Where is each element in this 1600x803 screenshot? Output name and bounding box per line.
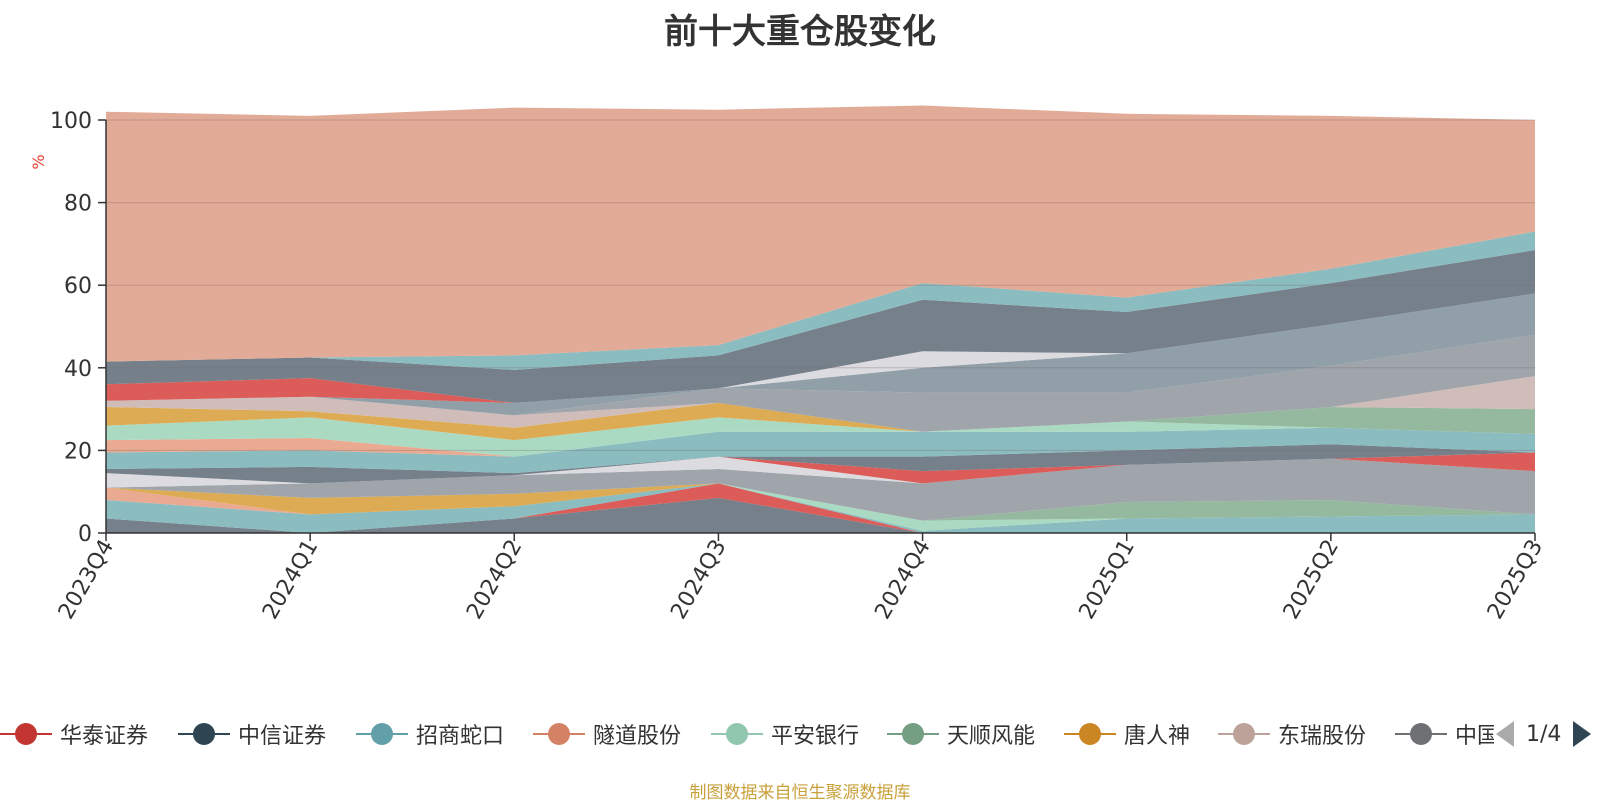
area-s-top-5 <box>106 293 1535 403</box>
pager-next-icon[interactable] <box>1571 719 1593 749</box>
y-tick-labels: 0 20 40 60 80 100 <box>50 109 106 547</box>
legend-label: 东瑞股份 <box>1278 724 1367 749</box>
legend-item[interactable]: 唐人神 <box>1064 714 1190 754</box>
legend-label: 平安银行 <box>771 724 860 749</box>
x-tick-label: 2024Q1 <box>258 536 323 624</box>
axes <box>105 120 1535 534</box>
legend-marker-icon <box>178 723 230 745</box>
y-tick-label: 0 <box>78 522 92 547</box>
legend-marker-icon <box>1064 723 1116 745</box>
x-tick-label: 2023Q4 <box>54 536 119 624</box>
area-s-bottom-2 <box>106 483 1535 533</box>
pager-prev-icon[interactable] <box>1494 719 1516 749</box>
y-tick-label: 40 <box>64 357 92 382</box>
y-tick-label: 60 <box>64 274 92 299</box>
y-axis-label: % <box>29 154 48 169</box>
legend-label: 中国 <box>1455 724 1500 749</box>
pager-text: 1/4 <box>1526 721 1562 747</box>
area-s-mid-10 <box>106 402 1535 441</box>
area-s-mid-5 <box>106 444 1535 484</box>
legend-item[interactable]: 招商蛇口 <box>356 714 504 754</box>
area-s-bottom-1 <box>106 497 1535 533</box>
area-s-mid-6 <box>106 427 1535 474</box>
legend-item[interactable]: 隧道股份 <box>533 714 681 754</box>
legend-marker-icon <box>356 723 408 745</box>
source-note: 制图数据来自恒生聚源数据库 <box>689 783 911 803</box>
legend-item[interactable]: 平安银行 <box>711 714 859 754</box>
area-s-rest <box>106 105 1535 362</box>
x-tick-label: 2024Q2 <box>462 536 527 624</box>
area-s-bottom-5 <box>106 483 1535 521</box>
x-tick-label: 2025Q2 <box>1279 536 1344 624</box>
legend-label: 天顺风能 <box>947 724 1036 749</box>
y-tick-label: 100 <box>50 109 92 134</box>
legend-label: 中信证券 <box>238 724 327 749</box>
legend-marker-icon <box>1218 723 1270 745</box>
area-s-mid-3 <box>106 456 1535 488</box>
legend-label: 唐人神 <box>1124 724 1191 749</box>
legend-item[interactable]: 天顺风能 <box>887 714 1035 754</box>
legend-pager: 1/4 <box>1494 716 1600 752</box>
x-tick-label: 2025Q1 <box>1075 536 1140 624</box>
legend-marker-icon <box>887 723 939 745</box>
legend: 华泰证券 中信证券 招商蛇口 隧道股份 平安银行 天顺风能 唐人神 东瑞股份 中国 <box>0 714 1600 754</box>
area-s-top-3 <box>106 293 1535 416</box>
y-tick-label: 80 <box>64 192 92 217</box>
legend-item[interactable]: 中信证券 <box>178 714 326 754</box>
legend-item[interactable]: 华泰证券 <box>0 714 148 754</box>
area-s-mid-9 <box>106 407 1535 441</box>
x-tick-label: 2025Q3 <box>1483 536 1548 624</box>
legend-marker-icon <box>711 723 763 745</box>
legend-label: 华泰证券 <box>60 724 149 749</box>
legend-item[interactable]: 中国 <box>1395 714 1499 754</box>
area-s-top-2 <box>106 334 1535 432</box>
legend-marker-icon <box>0 723 52 745</box>
x-tick-label: 2024Q4 <box>870 536 935 624</box>
area-s-mid-8 <box>106 417 1535 457</box>
legend-label: 招商蛇口 <box>416 724 505 749</box>
area-s-bottom-3 <box>106 483 1535 533</box>
legend-marker-icon <box>1395 723 1447 745</box>
gridlines <box>106 119 1535 451</box>
y-tick-label: 20 <box>64 439 92 464</box>
area-s-mid-4 <box>106 452 1535 484</box>
legend-label: 隧道股份 <box>593 724 682 749</box>
area-s-bottom-7 <box>106 483 1535 521</box>
x-tick-labels: 2023Q4 2024Q1 2024Q2 2024Q3 2024Q4 2025Q1 2025… <box>54 533 1548 624</box>
chart-title: 前十大重仓股变化 <box>664 12 936 52</box>
x-tick-label: 2024Q3 <box>666 536 731 624</box>
series-areas <box>106 105 1535 533</box>
legend-item[interactable]: 东瑞股份 <box>1218 714 1366 754</box>
area-s-top-1 <box>106 376 1535 432</box>
area-s-mid-1 <box>106 458 1535 521</box>
area-s-top-6 <box>106 250 1535 403</box>
legend-marker-icon <box>533 723 585 745</box>
